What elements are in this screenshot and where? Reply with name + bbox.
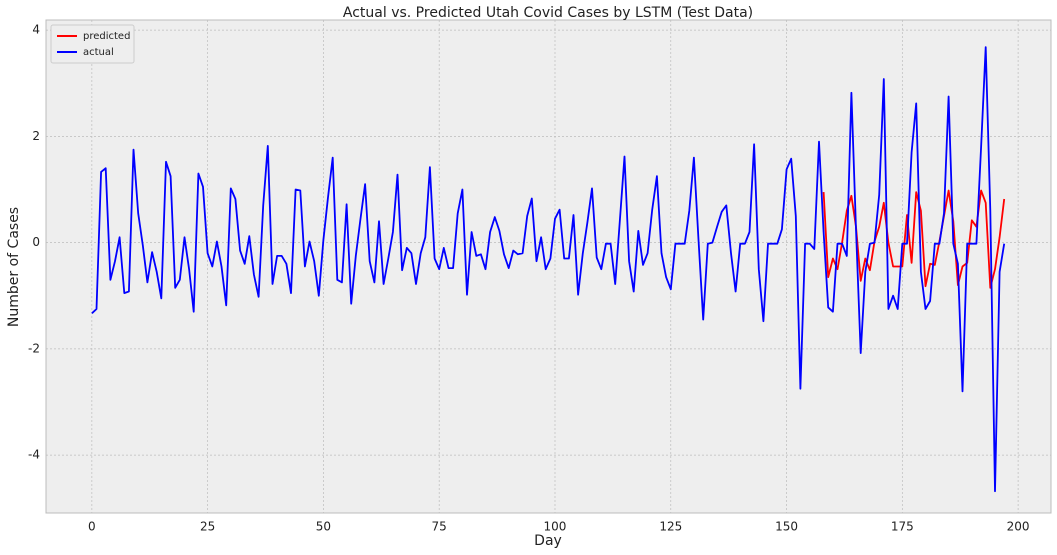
legend-label: actual xyxy=(83,47,114,58)
y-tick-label: -2 xyxy=(28,341,40,355)
chart-title: Actual vs. Predicted Utah Covid Cases by… xyxy=(343,5,753,21)
x-tick-label: 150 xyxy=(775,520,798,534)
x-tick-label: 75 xyxy=(432,520,447,534)
x-tick-label: 100 xyxy=(544,520,567,534)
x-tick-label: 125 xyxy=(659,520,682,534)
y-tick-label: 2 xyxy=(32,129,40,143)
legend-box xyxy=(50,24,135,64)
series-line xyxy=(91,46,1006,493)
x-tick-label: 0 xyxy=(88,520,96,534)
x-tick-label: 25 xyxy=(200,520,215,534)
x-tick-label: 175 xyxy=(891,520,914,534)
series-line xyxy=(822,189,1006,289)
y-tick-label: 4 xyxy=(32,23,40,37)
y-tick-label: 0 xyxy=(32,235,40,249)
legend-label: predicted xyxy=(83,31,130,42)
x-axis-label: Day xyxy=(534,533,562,549)
x-tick-label: 200 xyxy=(1007,520,1030,534)
y-tick-label: -4 xyxy=(28,448,40,462)
y-axis-label: Number of Cases xyxy=(6,207,22,327)
x-tick-label: 50 xyxy=(316,520,331,534)
